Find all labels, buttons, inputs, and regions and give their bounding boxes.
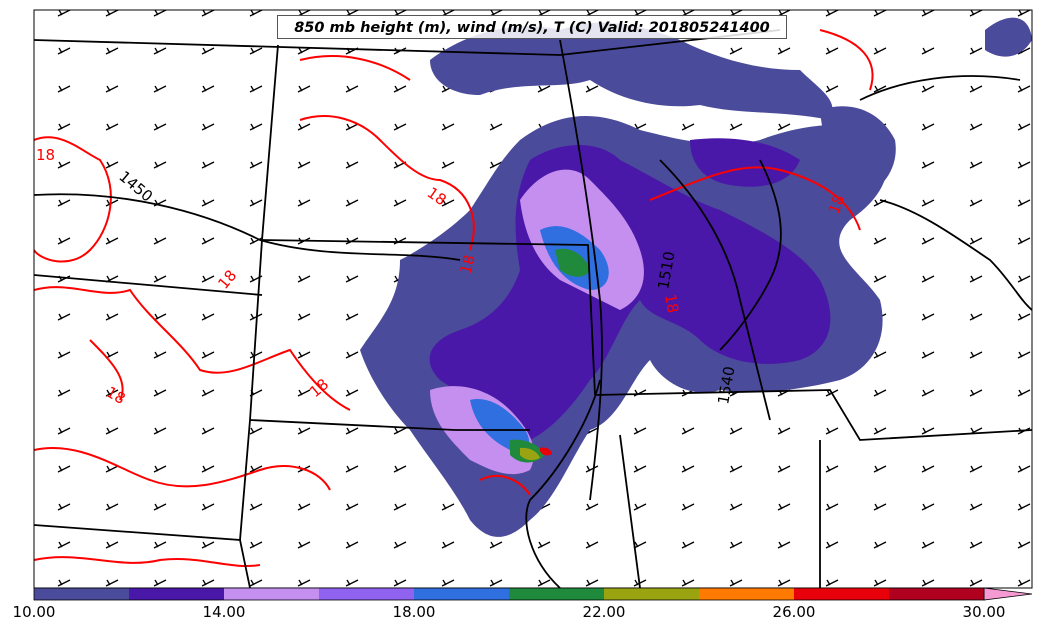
state-border	[34, 274, 263, 296]
temp-label: 18	[36, 146, 55, 164]
colorbar-border	[33, 587, 985, 601]
wind-fill-red	[540, 447, 552, 456]
colorbar-segment	[794, 588, 889, 600]
height-contours-and-borders	[34, 29, 1032, 588]
colorbar-segment	[319, 588, 414, 600]
lake-shore	[859, 75, 1021, 101]
colorbar-tick: 18.00	[392, 603, 436, 621]
colorbar	[33, 587, 1033, 601]
colorbar-tick: 26.00	[772, 603, 816, 621]
state-border	[249, 419, 530, 431]
lake-shore	[879, 199, 1032, 311]
colorbar-segment	[414, 588, 509, 600]
colorbar-tick: 22.00	[582, 603, 626, 621]
colorbar-segment	[129, 588, 224, 600]
state-border	[619, 434, 641, 588]
river	[525, 379, 601, 588]
colorbar-segment	[699, 588, 794, 600]
colorbar-tick: 30.00	[962, 603, 1006, 621]
height-contour	[659, 159, 771, 421]
wind-fill-yellow	[520, 447, 540, 461]
temp-label: 18	[825, 192, 848, 216]
state-border	[34, 524, 251, 588]
plot-title: 850 mb height (m), wind (m/s), T (C) Val…	[277, 15, 787, 39]
wind-fill-green	[555, 248, 590, 277]
wind-fill-east	[820, 106, 896, 200]
colorbar-extend-arrow	[983, 587, 1033, 601]
temperature-contours	[34, 29, 874, 567]
temp-label: 18	[661, 293, 682, 315]
wind-fill-north	[430, 22, 833, 120]
colorbar-segment	[34, 588, 129, 600]
height-contour	[34, 193, 461, 261]
lake-shore	[719, 159, 782, 351]
wind-fill-blue-south	[470, 399, 530, 452]
colorbar-segment	[509, 588, 604, 600]
temp-label: 18	[456, 253, 478, 276]
height-contour	[559, 39, 603, 501]
state-border	[594, 389, 1032, 441]
colorbar-segment	[224, 588, 319, 600]
colorbar-segment	[604, 588, 699, 600]
state-border	[261, 239, 596, 396]
colorbar-segment	[889, 588, 984, 600]
wind-fill-northeast	[985, 17, 1032, 57]
colorbar-tick: 10.00	[12, 603, 56, 621]
colorbar-tick: 14.00	[202, 603, 246, 621]
state-border	[239, 44, 279, 541]
